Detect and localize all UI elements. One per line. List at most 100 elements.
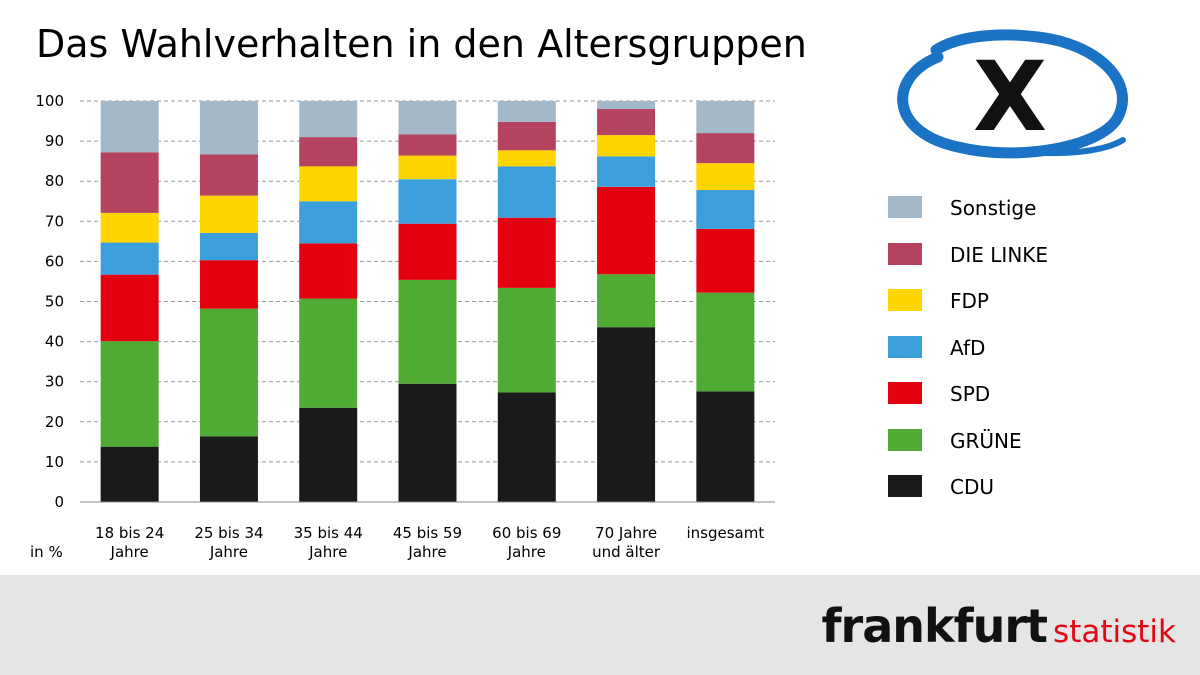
y-axis-ticks: 0 10 20 30 40 50 60 70 80 90 100 <box>35 92 64 511</box>
bar-segment-afd <box>199 232 258 261</box>
x-tick-label: 60 bis 69 Jahre <box>492 524 561 561</box>
legend-item: DIE LINKE <box>888 242 1148 269</box>
legend-label: Sonstige <box>950 196 1037 220</box>
legend-label: FDP <box>950 289 989 313</box>
bar-segment-spd <box>100 274 159 342</box>
x-tick-label: 25 bis 34 Jahre <box>194 524 263 561</box>
bar-segment-sonstige <box>597 101 656 110</box>
y-tick-label: 80 <box>45 172 64 190</box>
y-tick-label: 20 <box>45 413 64 431</box>
y-tick-label: 50 <box>45 293 64 311</box>
ballot-circle-tail <box>1025 137 1126 157</box>
legend-label: CDU <box>950 475 995 499</box>
y-tick-label: 70 <box>45 212 64 230</box>
bar-segment-fdp <box>597 135 656 157</box>
y-unit-label: in % <box>30 543 63 561</box>
legend-label: AfD <box>950 335 986 360</box>
x-tick-label: 45 bis 59 Jahre <box>393 524 462 561</box>
legend-label: SPD <box>950 382 991 406</box>
bar-segment-sonstige <box>398 101 457 135</box>
frankfurt-statistik-logo: frankfurt statistik <box>822 599 1176 653</box>
bar-segment-grüne <box>696 292 755 392</box>
legend-swatch <box>888 475 922 497</box>
legend-item: Sonstige <box>888 196 1148 222</box>
bar-segment-cdu <box>199 436 258 502</box>
legend-swatch <box>888 335 922 358</box>
x-axis-labels: 18 bis 24 Jahre 25 bis 34 Jahre 35 bis 44 Jah… <box>95 524 764 561</box>
legend-label: GRÜNE <box>950 428 1022 453</box>
bar-segment-die-linke <box>299 137 358 167</box>
legend-swatch <box>888 289 922 311</box>
bar-segment-sonstige <box>299 101 358 138</box>
legend-item: FDP <box>888 289 1148 315</box>
bar-segment-fdp <box>299 166 358 202</box>
y-tick-label: 90 <box>45 132 64 150</box>
bar-segment-sonstige <box>100 101 159 153</box>
bar-segment-die-linke <box>497 121 556 151</box>
bar-segment-spd <box>597 186 656 275</box>
bar-segment-die-linke <box>597 109 656 136</box>
bar-segment-fdp <box>696 163 755 191</box>
footer-bar: frankfurt statistik <box>0 575 1200 675</box>
bar-segment-afd <box>597 156 656 187</box>
bar-segment-fdp <box>398 155 457 180</box>
legend-swatch <box>888 196 922 218</box>
bar-segment-afd <box>100 242 159 275</box>
bar-segment-fdp <box>199 195 258 233</box>
bar-segment-sonstige <box>497 101 556 122</box>
legend-swatch <box>888 242 922 265</box>
legend-label: DIE LINKE <box>950 242 1049 267</box>
bar-segment-grüne <box>199 308 258 437</box>
legend-item: AfD <box>888 335 1148 362</box>
bar-segment-die-linke <box>100 152 159 213</box>
legend-item: GRÜNE <box>888 428 1148 455</box>
bar-segment-cdu <box>299 407 358 502</box>
bar-segment-grüne <box>299 298 358 408</box>
x-tick-label: insgesamt <box>686 524 764 542</box>
grid-lines <box>80 100 775 463</box>
bar-segment-cdu <box>597 327 656 502</box>
bar-segment-fdp <box>100 212 159 243</box>
bar-segment-cdu <box>497 392 556 502</box>
bar-segment-spd <box>696 228 755 293</box>
x-tick-label: 18 bis 24 Jahre <box>95 524 164 561</box>
legend-swatch <box>888 382 922 404</box>
bar-segment-sonstige <box>199 101 258 155</box>
x-tick-label: 35 bis 44 Jahre <box>294 524 363 561</box>
bar-segment-cdu <box>100 446 159 502</box>
bar-segment-sonstige <box>696 101 755 134</box>
bar-segment-afd <box>497 166 556 218</box>
y-tick-label: 40 <box>45 333 64 351</box>
bar-segment-spd <box>497 217 556 288</box>
bar-segment-spd <box>398 223 457 280</box>
bar-segment-grüne <box>100 341 159 447</box>
bar-segment-die-linke <box>696 133 755 164</box>
legend-item: CDU <box>888 475 1148 501</box>
bar-segment-cdu <box>398 383 457 502</box>
bar-segment-afd <box>696 190 755 229</box>
y-tick-label: 100 <box>35 92 64 110</box>
bar-segment-spd <box>299 243 358 299</box>
bar-segment-afd <box>398 179 457 224</box>
bar-segment-afd <box>299 201 358 244</box>
y-tick-label: 10 <box>45 453 64 471</box>
legend-item: SPD <box>888 382 1148 408</box>
bar-segment-die-linke <box>199 154 258 196</box>
stacked-bar-chart: 0 10 20 30 40 50 60 70 80 90 100 18 bis 24 Jahre 25 … <box>35 92 775 561</box>
ballot-circle-stroke <box>897 29 1128 159</box>
logo-sub-text: statistik <box>1053 614 1176 650</box>
chart-title: Das Wahlverhalten in den Altersgruppen <box>36 22 807 66</box>
y-tick-label: 30 <box>45 373 64 391</box>
bar-segment-cdu <box>696 391 755 502</box>
bar-segment-grüne <box>597 274 656 328</box>
bar-segment-die-linke <box>398 134 457 156</box>
logo-main-text: frankfurt <box>821 599 1049 653</box>
bar-segment-spd <box>199 260 258 309</box>
x-tick-label: 70 Jahre und älter <box>592 524 661 561</box>
y-tick-label: 60 <box>45 252 64 270</box>
bars <box>100 101 755 502</box>
bar-segment-fdp <box>497 150 556 167</box>
y-tick-label: 0 <box>54 493 64 511</box>
bar-segment-grüne <box>398 279 457 384</box>
ballot-x-mark: X <box>973 41 1047 153</box>
